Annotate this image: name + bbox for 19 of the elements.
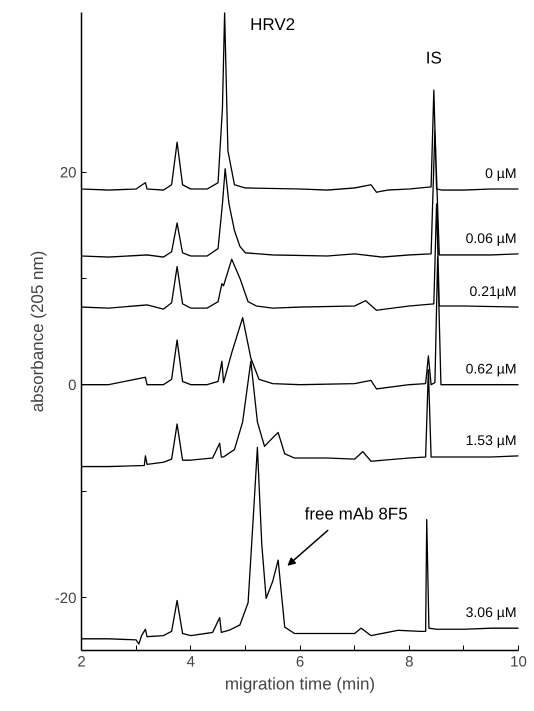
- series-label: 0.62 µM: [466, 360, 517, 377]
- series-label: 0.06 µM: [466, 230, 517, 246]
- annotation: free mAb 8F5: [304, 504, 408, 524]
- y-tick-label: 0: [68, 377, 76, 394]
- x-axis-title: migration time (min): [224, 674, 376, 694]
- x-tick-label: 10: [510, 654, 527, 670]
- x-tick-label: 2: [77, 654, 86, 670]
- annotation: HRV2: [250, 15, 296, 34]
- x-tick-label: 4: [186, 654, 195, 670]
- y-tick-label: 20: [60, 164, 77, 182]
- x-tick-label: 8: [405, 654, 414, 670]
- y-axis-title: absorbance (205 nm): [28, 250, 47, 412]
- x-tick-label: 6: [296, 654, 304, 670]
- y-tick-label: -20: [54, 590, 77, 607]
- annotation: IS: [426, 48, 442, 68]
- series-label: 0.21µM: [470, 283, 517, 300]
- series-label: 1.53 µM: [466, 432, 517, 448]
- series-label: 0 µM: [485, 165, 516, 182]
- series-label: 3.06 µM: [466, 604, 517, 620]
